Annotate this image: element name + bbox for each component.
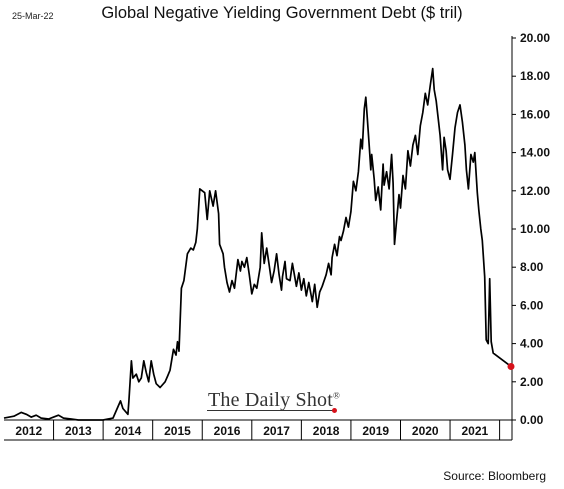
x-tick-label: 2013	[65, 424, 92, 438]
y-tick-label: 2.00	[520, 375, 544, 389]
x-tick-label: 2021	[461, 424, 488, 438]
y-tick-label: 14.00	[520, 146, 550, 160]
x-tick-label: 2015	[164, 424, 191, 438]
logo-registered-mark: ®	[333, 390, 341, 401]
y-tick-label: 18.00	[520, 69, 550, 83]
logo-underline	[207, 410, 333, 411]
logo-dot	[332, 408, 337, 413]
x-tick-label: 2018	[313, 424, 340, 438]
series-line	[3, 67, 512, 421]
daily-shot-logo: The Daily Shot®	[208, 389, 340, 412]
x-tick-label: 2017	[263, 424, 290, 438]
source-note: Source: Bloomberg	[443, 469, 546, 483]
x-tick-label: 2016	[214, 424, 241, 438]
x-tick-label: 2020	[412, 424, 439, 438]
y-tick-label: 16.00	[520, 107, 550, 121]
x-tick-label: 2012	[15, 424, 42, 438]
y-tick-label: 6.00	[520, 298, 544, 312]
axes-layer: 0.00 2.00 4.00 6.00 8.00 10.00 12.00 14.00 16.00…	[4, 31, 550, 441]
logo-text: The Daily Shot	[208, 389, 334, 411]
series-layer	[3, 67, 515, 421]
y-tick-label: 4.00	[520, 337, 544, 351]
x-tick-label: 2019	[362, 424, 389, 438]
last-value-point	[507, 363, 515, 371]
y-tick-label: 20.00	[520, 31, 550, 45]
y-tick-label: 8.00	[520, 260, 544, 274]
y-tick-label: 12.00	[520, 184, 550, 198]
x-tick-label: 2014	[115, 424, 142, 438]
chart-title: Global Negative Yielding Government Debt…	[101, 4, 463, 22]
y-tick-label: 10.00	[520, 222, 550, 236]
y-tick-label: 0.00	[520, 413, 544, 427]
date-stamp: 25-Mar-22	[12, 11, 54, 21]
